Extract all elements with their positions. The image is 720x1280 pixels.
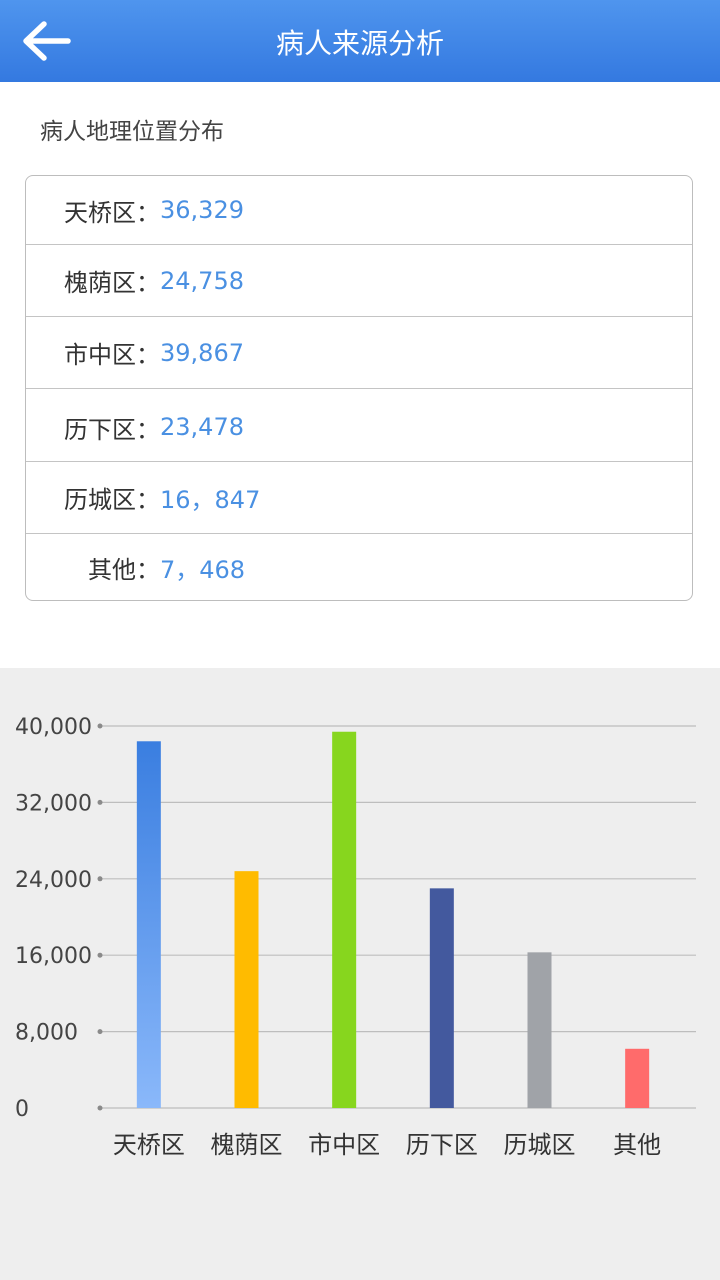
bar-1 — [235, 871, 259, 1108]
stat-value: 23,478 — [160, 413, 244, 441]
axis-tick-dot — [98, 953, 103, 958]
y-tick-label: 40,000 — [15, 715, 92, 740]
x-tick-label: 市中区 — [308, 1131, 380, 1159]
arrow-left-icon — [20, 19, 72, 63]
app-header: 病人来源分析 — [0, 0, 720, 82]
bar-5 — [625, 1049, 649, 1108]
y-tick-label: 8,000 — [15, 1021, 78, 1046]
stat-label: 天桥区： — [64, 193, 160, 228]
axis-tick-dot — [98, 724, 103, 729]
bar-0 — [137, 741, 161, 1108]
stat-label: 市中区： — [64, 335, 160, 370]
x-tick-label: 其他 — [613, 1131, 661, 1159]
stat-row-licheng: 历城区： 16，847 — [26, 462, 692, 534]
y-tick-label: 16,000 — [15, 944, 92, 969]
stats-card: 天桥区： 36,329 槐荫区： 24,758 市中区： 39,867 历下区： 23,… — [25, 175, 693, 601]
bar-3 — [430, 888, 454, 1108]
stat-value: 39,867 — [160, 339, 244, 367]
stat-label: 槐荫区： — [64, 263, 160, 298]
stat-row-lixia: 历下区： 23,478 — [26, 389, 692, 462]
axis-tick-dot — [98, 876, 103, 881]
stat-label: 历城区： — [64, 480, 160, 515]
x-tick-label: 天桥区 — [113, 1131, 185, 1159]
stat-value: 24,758 — [160, 267, 244, 295]
stat-value: 7，468 — [160, 550, 245, 585]
x-tick-label: 历下区 — [406, 1131, 478, 1159]
stat-label: 历下区： — [64, 410, 160, 445]
axis-tick-dot — [98, 1029, 103, 1034]
stat-row-tianqiao: 天桥区： 36,329 — [26, 176, 692, 245]
y-tick-label: 0 — [15, 1097, 29, 1122]
stat-label: 其他： — [88, 550, 160, 585]
page-title: 病人来源分析 — [0, 0, 720, 82]
bar-2 — [332, 732, 356, 1108]
section-title: 病人地理位置分布 — [40, 112, 224, 146]
x-tick-label: 槐荫区 — [211, 1131, 283, 1159]
chart-panel: 0 8,000 16,000 24,000 32,000 40,000 天桥区 槐荫区 市中区历… — [0, 668, 720, 1280]
stat-row-huaiyin: 槐荫区： 24,758 — [26, 245, 692, 317]
back-button[interactable] — [14, 12, 78, 70]
y-tick-label: 32,000 — [15, 791, 92, 816]
stat-value: 36,329 — [160, 196, 244, 224]
axis-tick-dot — [98, 1106, 103, 1111]
stat-row-shizhong: 市中区： 39,867 — [26, 317, 692, 389]
stat-value: 16，847 — [160, 480, 260, 515]
bar-4 — [528, 952, 552, 1108]
axis-tick-dot — [98, 800, 103, 805]
y-tick-label: 24,000 — [15, 868, 92, 893]
bar-chart: 08,00016,00024,00032,00040,000天桥区 槐荫区 市中区历… — [0, 668, 720, 1280]
stat-row-other: 其他： 7，468 — [26, 534, 692, 600]
x-tick-label: 历城区 — [504, 1131, 576, 1159]
